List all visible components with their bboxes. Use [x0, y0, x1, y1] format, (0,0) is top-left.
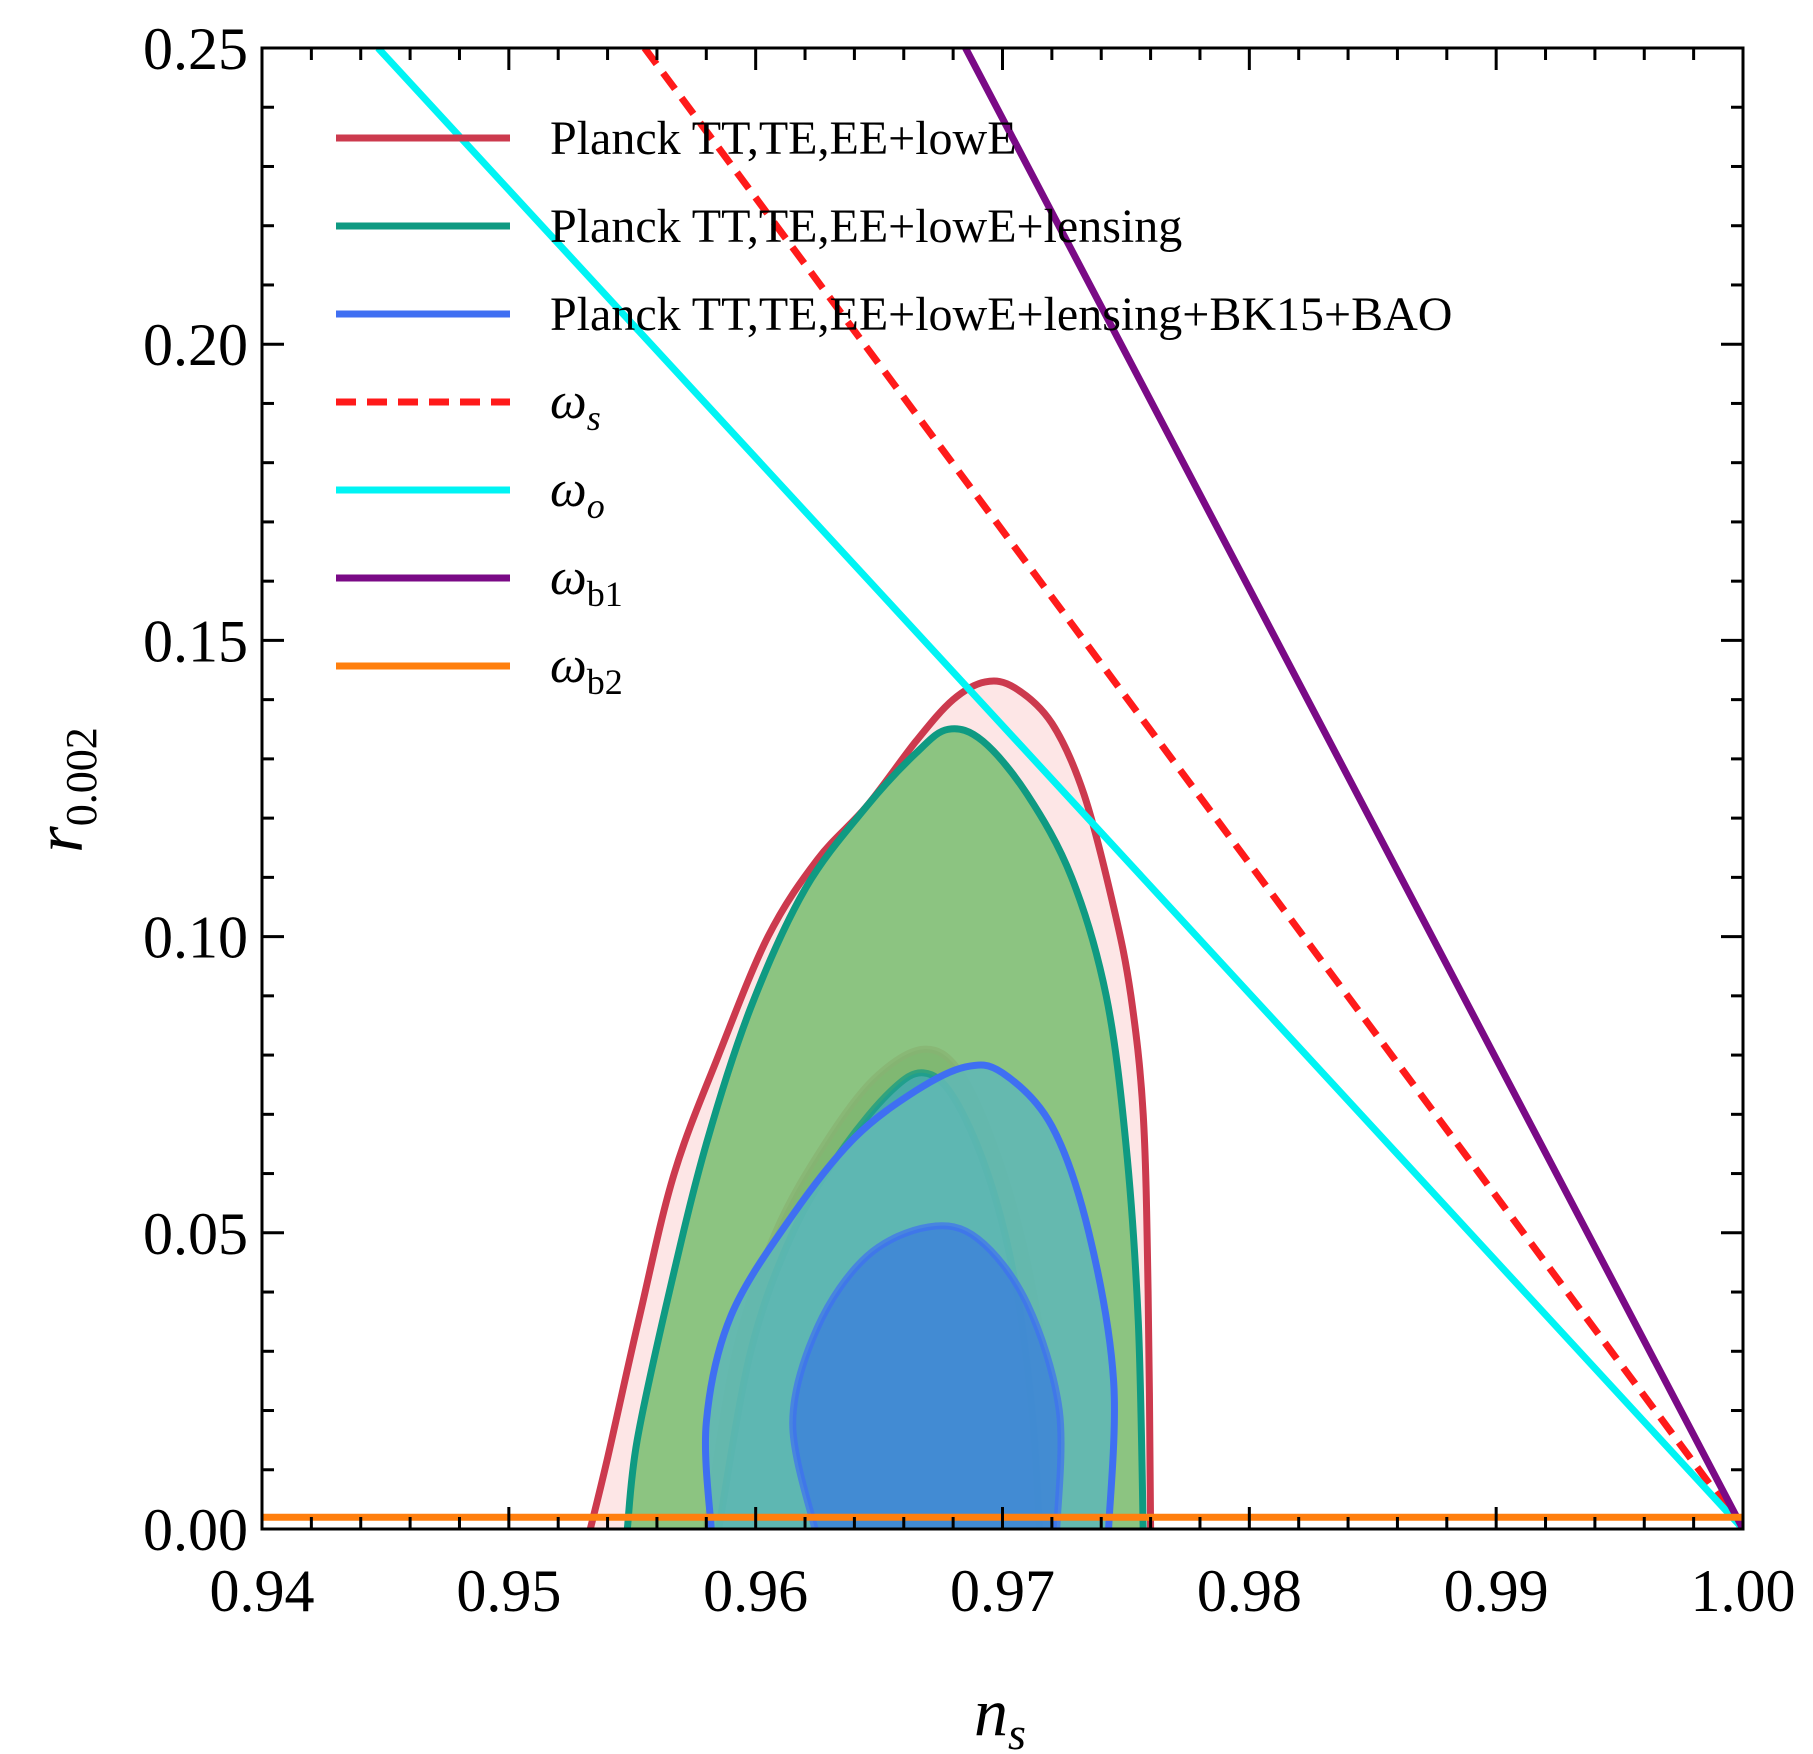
- legend-item-planck-tt-te-ee-lowe-lensing: Planck TT,TE,EE+lowE+lensing: [336, 200, 1182, 253]
- tick-labels: 0.94 0.95 0.96 0.97 0.98 0.99 1.00 0.00 0.05 0.10…: [143, 16, 1796, 1624]
- contours-layer: [586, 677, 1155, 1529]
- legend: Planck TT,TE,EE+lowE Planck TT,TE,EE+lowE…: [336, 112, 1452, 702]
- series-line-omega-s: [641, 48, 1743, 1529]
- legend-label: ωo: [550, 461, 605, 526]
- x-axis-title-subscript: s: [1008, 1708, 1026, 1754]
- y-axis-title: r0.002: [21, 727, 106, 852]
- contour-inner-planck-tt-te-ee-lowe-lensing-bk15-bao: [789, 1222, 1065, 1529]
- x-tick-label: 0.96: [703, 1558, 808, 1624]
- x-tick-label: 0.97: [950, 1558, 1055, 1624]
- legend-label: Planck TT,TE,EE+lowE+lensing: [550, 200, 1182, 253]
- y-tick-label: 0.00: [143, 1497, 248, 1563]
- y-tick-label: 0.10: [143, 905, 248, 971]
- legend-item-omega-o: ωo: [336, 461, 605, 526]
- legend-label: ωs: [550, 373, 601, 438]
- legend-item-planck-tt-te-ee-lowe: Planck TT,TE,EE+lowE: [336, 112, 1017, 165]
- legend-label: ωb1: [550, 549, 623, 614]
- legend-label: Planck TT,TE,EE+lowE: [550, 112, 1017, 165]
- y-tick-label: 0.20: [143, 312, 248, 378]
- y-tick-label: 0.15: [143, 608, 248, 674]
- x-tick-label: 0.99: [1444, 1558, 1549, 1624]
- y-tick-label: 0.05: [143, 1201, 248, 1267]
- legend-item-omega-b2: ωb2: [336, 637, 623, 702]
- y-tick-label: 0.25: [143, 16, 248, 82]
- legend-item-omega-b1: ωb1: [336, 549, 623, 614]
- plot-frame: [260, 46, 1745, 1531]
- legend-label: Planck TT,TE,EE+lowE+lensing+BK15+BAO: [550, 288, 1452, 341]
- legend-item-planck-tt-te-ee-lowe-lensing-bk15-bao: Planck TT,TE,EE+lowE+lensing+BK15+BAO: [336, 288, 1452, 341]
- x-axis-title: ns: [974, 1674, 1026, 1754]
- series-line-omega-o: [375, 48, 1743, 1529]
- contour-planck-tt-te-ee-lowe-lensing-bk15-bao: [701, 1061, 1118, 1529]
- x-tick-label: 0.94: [210, 1558, 315, 1624]
- legend-item-omega-s: ωs: [336, 373, 601, 438]
- y-axis-title-subscript: 0.002: [57, 727, 106, 826]
- legend-label: ωb2: [550, 637, 623, 702]
- x-tick-label: 1.00: [1691, 1558, 1796, 1624]
- x-tick-label: 0.95: [456, 1558, 561, 1624]
- x-tick-label: 0.98: [1197, 1558, 1302, 1624]
- series-line-omega-b1: [962, 48, 1743, 1529]
